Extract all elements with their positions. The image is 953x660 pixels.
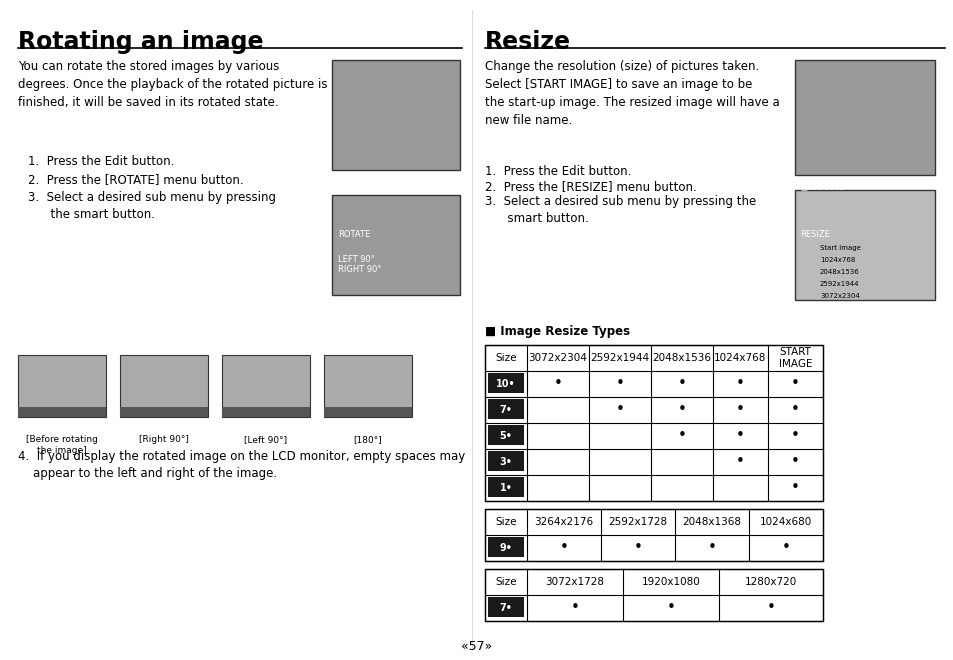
Text: 10•: 10• — [496, 379, 516, 389]
Text: •: • — [790, 403, 800, 418]
Text: 3.  Select a desired sub menu by pressing
      the smart button.: 3. Select a desired sub menu by pressing… — [28, 191, 275, 221]
Text: •: • — [553, 376, 562, 391]
Text: Size: Size — [495, 353, 517, 363]
Text: RIGHT 90°: RIGHT 90° — [337, 265, 381, 274]
Text: [Right 90°]: [Right 90°] — [139, 435, 189, 444]
Text: Start image: Start image — [820, 245, 860, 251]
Text: Change the resolution (size) of pictures taken.
Select [START IMAGE] to save an : Change the resolution (size) of pictures… — [484, 60, 779, 127]
Bar — [488, 477, 523, 497]
Text: [180°]: [180°] — [354, 435, 382, 444]
Text: 2048x1368: 2048x1368 — [681, 517, 740, 527]
Text: 1920x1080: 1920x1080 — [641, 577, 700, 587]
Text: You can rotate the stored images by various
degrees. Once the playback of the ro: You can rotate the stored images by vari… — [18, 60, 327, 109]
Text: 1•: 1• — [499, 483, 512, 493]
Bar — [324, 407, 412, 417]
Bar — [222, 407, 310, 417]
Text: Resize: Resize — [484, 30, 571, 54]
Bar — [488, 399, 523, 419]
Text: 3072x2304: 3072x2304 — [820, 293, 859, 299]
Text: 3.  Select a desired sub menu by pressing the
      smart button.: 3. Select a desired sub menu by pressing… — [484, 195, 756, 225]
Text: 2592x1728: 2592x1728 — [608, 517, 667, 527]
Text: 2592x1944: 2592x1944 — [820, 281, 859, 287]
Text: 1024x768: 1024x768 — [820, 257, 855, 263]
Bar — [484, 509, 822, 561]
Text: •: • — [677, 403, 686, 418]
Text: Rotating an image: Rotating an image — [18, 30, 263, 54]
Bar — [332, 195, 459, 295]
Text: •: • — [633, 541, 641, 556]
Text: •: • — [615, 376, 624, 391]
Text: •: • — [736, 428, 744, 444]
Text: •: • — [790, 480, 800, 496]
Text: •: • — [677, 376, 686, 391]
Text: [Left 90°]: [Left 90°] — [244, 435, 287, 444]
Text: ROTATE: ROTATE — [337, 230, 370, 239]
Text: 7•: 7• — [499, 405, 512, 415]
Text: 7•: 7• — [499, 603, 512, 613]
Text: •: • — [559, 541, 568, 556]
Text: 9•: 9• — [499, 543, 512, 553]
Bar — [484, 345, 822, 501]
Text: 1024x680: 1024x680 — [760, 517, 811, 527]
Bar — [18, 407, 106, 417]
Text: [Before rotating
the image]: [Before rotating the image] — [26, 435, 98, 455]
Bar — [332, 60, 459, 170]
Text: •: • — [790, 376, 800, 391]
Bar — [222, 355, 310, 417]
Text: Size: Size — [495, 517, 517, 527]
Text: ▢100-0001: ▢100-0001 — [800, 183, 843, 192]
Text: RESIZE: RESIZE — [800, 230, 829, 239]
Text: •: • — [570, 601, 578, 616]
Text: •: • — [666, 601, 675, 616]
Bar — [120, 355, 208, 417]
Text: 4.  If you display the rotated image on the LCD monitor, empty spaces may
    ap: 4. If you display the rotated image on t… — [18, 450, 465, 480]
Text: •: • — [781, 541, 790, 556]
Bar — [18, 355, 106, 417]
Text: 1.  Press the Edit button.: 1. Press the Edit button. — [484, 165, 631, 178]
Text: •: • — [790, 455, 800, 469]
Text: 2048x1536: 2048x1536 — [820, 269, 859, 275]
Text: 1280x720: 1280x720 — [744, 577, 797, 587]
Text: 3264x2176: 3264x2176 — [534, 517, 593, 527]
Bar — [488, 597, 523, 617]
Text: 1.  Press the Edit button.: 1. Press the Edit button. — [28, 155, 174, 168]
Text: LEFT 90°: LEFT 90° — [337, 255, 375, 264]
Bar — [324, 355, 412, 417]
Bar — [488, 537, 523, 557]
Text: •: • — [790, 428, 800, 444]
Text: 2592x1944: 2592x1944 — [590, 353, 649, 363]
Text: 3072x1728: 3072x1728 — [545, 577, 604, 587]
Text: 2.  Press the [ROTATE] menu button.: 2. Press the [ROTATE] menu button. — [28, 173, 243, 186]
Text: 2048x1536: 2048x1536 — [652, 353, 711, 363]
Text: •: • — [736, 403, 744, 418]
Text: «57»: «57» — [461, 640, 492, 653]
Text: 5•: 5• — [499, 431, 512, 441]
Bar — [488, 425, 523, 445]
Text: 3072x2304: 3072x2304 — [528, 353, 587, 363]
Text: 2.  Press the [RESIZE] menu button.: 2. Press the [RESIZE] menu button. — [484, 180, 696, 193]
Bar — [484, 569, 822, 621]
Bar — [120, 407, 208, 417]
Text: 1024x768: 1024x768 — [714, 353, 766, 363]
Text: START
IMAGE: START IMAGE — [778, 347, 811, 369]
Bar — [488, 373, 523, 393]
Text: •: • — [615, 403, 624, 418]
Bar — [794, 60, 934, 175]
Text: •: • — [707, 541, 716, 556]
Bar — [794, 190, 934, 300]
Text: •: • — [766, 601, 775, 616]
Text: 3•: 3• — [499, 457, 512, 467]
Text: Size: Size — [495, 577, 517, 587]
Text: •: • — [736, 376, 744, 391]
Bar — [488, 451, 523, 471]
Text: •: • — [736, 455, 744, 469]
Text: •: • — [677, 428, 686, 444]
Text: ▢100-0001: ▢100-0001 — [348, 178, 392, 187]
Text: ■ Image Resize Types: ■ Image Resize Types — [484, 325, 630, 338]
